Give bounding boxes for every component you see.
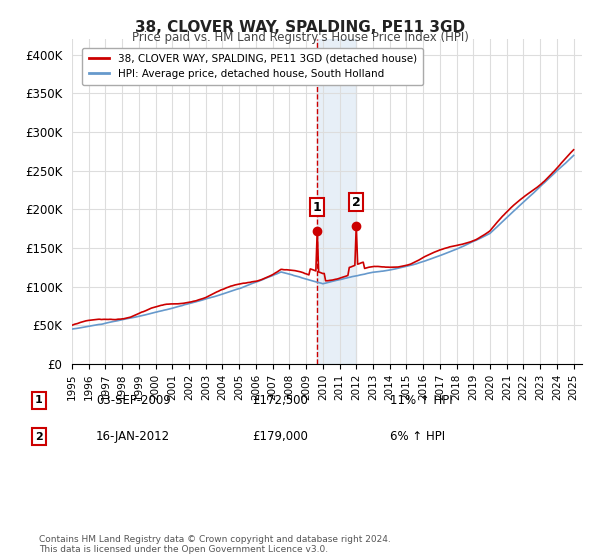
Text: Price paid vs. HM Land Registry's House Price Index (HPI): Price paid vs. HM Land Registry's House … [131,31,469,44]
Bar [317,39,356,364]
Text: 11% ↑ HPI: 11% ↑ HPI [390,394,452,407]
Text: 6% ↑ HPI: 6% ↑ HPI [390,430,445,444]
Text: £179,000: £179,000 [252,430,308,444]
Text: £172,500: £172,500 [252,394,308,407]
Legend: 38, CLOVER WAY, SPALDING, PE11 3GD (detached house), HPI: Average price, detache: 38, CLOVER WAY, SPALDING, PE11 3GD (deta… [82,48,423,85]
Text: 1: 1 [35,395,43,405]
Text: 1: 1 [313,200,322,213]
Text: 16-JAN-2012: 16-JAN-2012 [96,430,170,444]
Text: 2: 2 [35,432,43,442]
Text: Contains HM Land Registry data © Crown copyright and database right 2024.
This d: Contains HM Land Registry data © Crown c… [39,535,391,554]
Text: 03-SEP-2009: 03-SEP-2009 [96,394,171,407]
Text: 2: 2 [352,195,361,208]
Text: 38, CLOVER WAY, SPALDING, PE11 3GD: 38, CLOVER WAY, SPALDING, PE11 3GD [135,20,465,35]
